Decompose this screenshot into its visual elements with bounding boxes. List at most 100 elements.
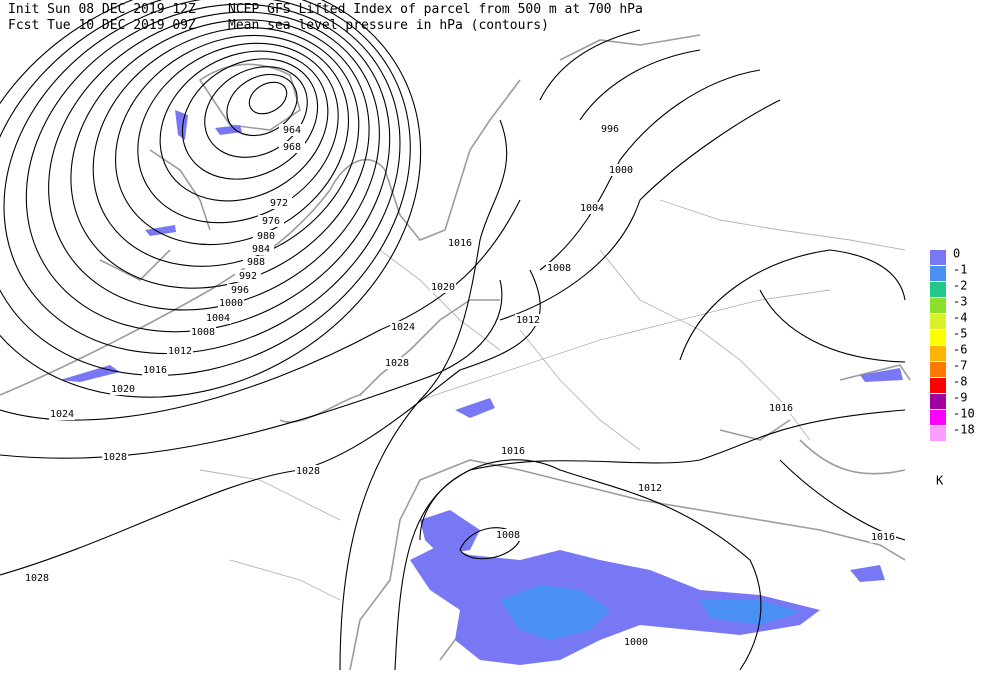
contour-label-bg bbox=[768, 402, 794, 414]
legend-swatch bbox=[930, 378, 946, 393]
contour-label: 1016 bbox=[448, 238, 472, 249]
contour-label-bg bbox=[384, 357, 410, 369]
lifted-index-areas bbox=[60, 110, 903, 665]
contour-label: 976 bbox=[262, 216, 280, 227]
contour-label: 1016 bbox=[501, 446, 525, 457]
legend-swatch bbox=[930, 282, 946, 297]
legend-swatch bbox=[930, 330, 946, 345]
contour-label-bg bbox=[430, 281, 456, 293]
contour-label-bg bbox=[167, 345, 193, 357]
legend-swatch bbox=[930, 266, 946, 281]
contour-label: 1004 bbox=[580, 203, 604, 214]
contour-label: 1028 bbox=[385, 358, 409, 369]
legend-label: 0 bbox=[953, 247, 960, 261]
contour-label-bg bbox=[205, 312, 231, 324]
pressure-contour bbox=[137, 42, 339, 224]
contour-label: 1012 bbox=[168, 346, 192, 357]
contour-label: 1028 bbox=[25, 573, 49, 584]
contour-label-bg bbox=[500, 445, 526, 457]
contour-label-bg bbox=[390, 321, 416, 333]
legend-label: -3 bbox=[953, 295, 967, 309]
contour-label: 1004 bbox=[206, 313, 230, 324]
pressure-contour bbox=[0, 0, 411, 376]
contour-label-bg bbox=[49, 408, 75, 420]
contour-label-bg bbox=[870, 531, 896, 543]
contour-label-bg bbox=[295, 465, 321, 477]
contour-label: 964 bbox=[283, 125, 301, 136]
contour-label: 1000 bbox=[219, 298, 243, 309]
contour-label-bg bbox=[579, 202, 605, 214]
contour-label: 968 bbox=[283, 142, 301, 153]
contour-label-bg bbox=[608, 164, 634, 176]
legend-label: -5 bbox=[953, 327, 967, 341]
legend-label: -7 bbox=[953, 359, 967, 373]
contour-label-bg bbox=[279, 141, 305, 153]
init-time: Init Sun 08 DEC 2019 12Z bbox=[8, 2, 196, 17]
legend-unit: K bbox=[936, 474, 944, 488]
legend-label: -1 bbox=[953, 263, 967, 277]
contour-label: 1008 bbox=[547, 263, 571, 274]
map-subtitle: Mean sea level pressure in hPa (contours… bbox=[228, 18, 549, 33]
pressure-contour bbox=[70, 19, 370, 289]
contour-label: 1012 bbox=[638, 483, 662, 494]
contour-label-bg bbox=[243, 256, 269, 268]
contour-label: 996 bbox=[601, 124, 619, 135]
map-title: NCEP GFS Lifted Index of parcel from 500… bbox=[228, 2, 643, 17]
contour-label-bg bbox=[110, 383, 136, 395]
contour-label: 1028 bbox=[296, 466, 320, 477]
contour-label-bg bbox=[279, 124, 305, 136]
pressure-contours bbox=[0, 0, 906, 671]
legend-swatch bbox=[930, 410, 946, 425]
pressure-contour bbox=[25, 3, 391, 333]
legend-swatch bbox=[930, 250, 946, 265]
contour-label-bg bbox=[597, 123, 623, 135]
contour-label: 972 bbox=[270, 198, 288, 209]
contour-label: 1008 bbox=[496, 530, 520, 541]
contour-label-bg bbox=[515, 314, 541, 326]
contour-label: 1016 bbox=[143, 365, 167, 376]
contour-label: 1028 bbox=[103, 452, 127, 463]
legend-label: -10 bbox=[953, 407, 975, 421]
contour-label: 1012 bbox=[516, 315, 540, 326]
contour-label: 984 bbox=[252, 244, 270, 255]
pressure-contour bbox=[3, 0, 401, 355]
contour-label: 1020 bbox=[111, 384, 135, 395]
legend-label: -6 bbox=[953, 343, 967, 357]
contour-label-bg bbox=[266, 197, 292, 209]
legend-swatch bbox=[930, 394, 946, 409]
contour-label-bg bbox=[546, 262, 572, 274]
contour-label-bg bbox=[253, 230, 279, 242]
pressure-contour bbox=[48, 11, 380, 311]
pressure-contour bbox=[248, 81, 288, 115]
contour-label: 1020 bbox=[431, 282, 455, 293]
contour-label: 988 bbox=[247, 257, 265, 268]
legend-swatch bbox=[930, 362, 946, 377]
legend-swatch bbox=[930, 426, 946, 441]
contour-label-bg bbox=[235, 270, 261, 282]
pressure-contour bbox=[0, 0, 422, 398]
pressure-contour bbox=[92, 27, 360, 267]
contour-label: 1000 bbox=[609, 165, 633, 176]
contour-label: 980 bbox=[257, 231, 275, 242]
contour-label: 1024 bbox=[50, 409, 74, 420]
contour-label: 1024 bbox=[391, 322, 415, 333]
contour-label-bg bbox=[142, 364, 168, 376]
legend-label: -18 bbox=[953, 423, 975, 437]
pressure-contour bbox=[226, 73, 298, 137]
legend-swatch bbox=[930, 314, 946, 329]
legend-label: -9 bbox=[953, 391, 967, 405]
contour-label: 1016 bbox=[769, 403, 793, 414]
pressure-contour bbox=[204, 66, 308, 158]
legend-label: -2 bbox=[953, 279, 967, 293]
contour-label-bg bbox=[258, 215, 284, 227]
pressure-contour bbox=[114, 34, 350, 246]
contour-label-bg bbox=[495, 529, 521, 541]
legend-swatch bbox=[930, 346, 946, 361]
contour-label-bg bbox=[227, 284, 253, 296]
contour-label: 996 bbox=[231, 285, 249, 296]
pressure-contour bbox=[159, 50, 329, 202]
contour-label-bg bbox=[190, 326, 216, 338]
contour-label-bg bbox=[24, 572, 50, 584]
